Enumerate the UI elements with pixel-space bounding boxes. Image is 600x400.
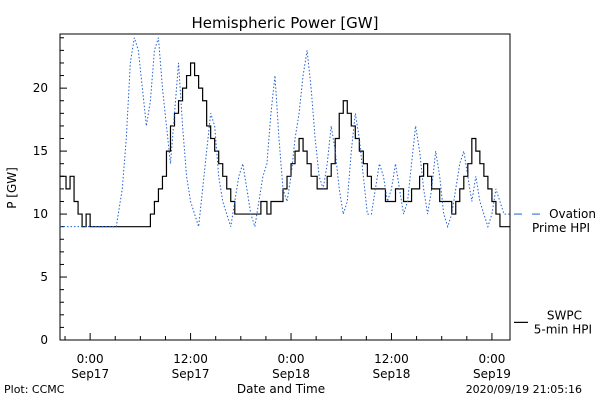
y-tick-label: 20 [33, 81, 48, 95]
x-tick-date-label: Sep17 [71, 367, 109, 381]
x-tick-date-label: Sep18 [373, 367, 411, 381]
swpc-label-line1: SWPC [547, 308, 582, 322]
plot-timestamp: 2020/09/19 21:05:16 [466, 383, 582, 396]
y-axis-label: P [GW] [5, 167, 19, 209]
plot-credit: Plot: CCMC [4, 383, 65, 396]
x-axis: 0:00Sep1712:00Sep170:00Sep1812:00Sep180:… [64, 333, 511, 381]
x-tick-time-label: 0:00 [278, 352, 305, 366]
x-tick-date-label: Sep18 [272, 367, 310, 381]
y-tick-label: 15 [33, 144, 48, 158]
series-line-ovation [60, 37, 510, 229]
ovation-label-line2: Prime HPI [532, 221, 590, 235]
x-axis-label: Date and Time [237, 382, 325, 396]
y-axis: 0 5 10 15 20 [33, 37, 67, 347]
swpc-label-line2: 5-min HPI [534, 322, 592, 336]
ovation-label-line1: Ovation [549, 207, 596, 221]
y-tick-label: 10 [33, 207, 48, 221]
series-layer [60, 37, 510, 229]
x-tick-time-label: 0:00 [77, 352, 104, 366]
plot-area-frame [59, 33, 511, 341]
chart-title: Hemispheric Power [GW] [192, 14, 379, 32]
y-tick-label: 5 [40, 270, 48, 284]
x-tick-time-label: 12:00 [173, 352, 208, 366]
x-tick-time-label: 0:00 [478, 352, 505, 366]
series-line-swpc [60, 62, 510, 228]
x-tick-date-label: Sep17 [172, 367, 210, 381]
x-tick-time-label: 12:00 [374, 352, 409, 366]
y-tick-label: 0 [40, 333, 48, 347]
x-tick-date-label: Sep19 [473, 367, 511, 381]
